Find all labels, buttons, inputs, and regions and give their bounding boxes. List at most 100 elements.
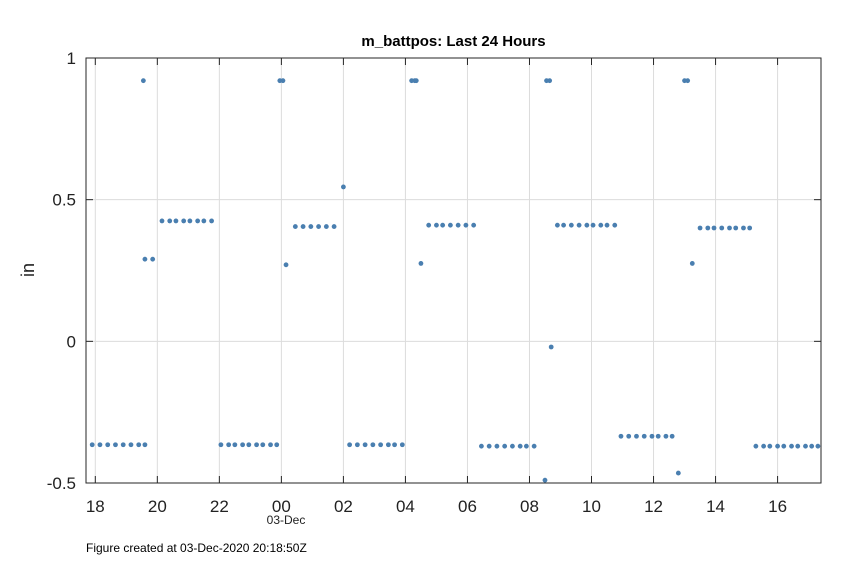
data-point xyxy=(733,225,739,231)
data-point xyxy=(598,222,604,228)
data-point xyxy=(150,256,156,262)
y-axis-label: in xyxy=(18,263,38,277)
data-point xyxy=(719,225,725,231)
data-point xyxy=(89,442,95,448)
x-tick-label: 06 xyxy=(458,497,477,516)
y-tick-label: 0.5 xyxy=(52,191,76,210)
data-point xyxy=(675,470,681,476)
data-point xyxy=(649,433,655,439)
data-point xyxy=(612,222,618,228)
grid xyxy=(86,57,821,484)
data-point xyxy=(292,224,298,229)
data-point xyxy=(341,184,346,190)
data-point xyxy=(362,442,368,448)
data-point xyxy=(655,433,661,439)
data-point xyxy=(815,443,821,449)
data-point xyxy=(705,225,711,231)
data-point xyxy=(378,442,384,448)
x-tick-label: 04 xyxy=(396,497,415,516)
data-point xyxy=(254,442,259,448)
data-point xyxy=(767,443,773,449)
data-point xyxy=(260,442,266,448)
data-point xyxy=(697,225,703,231)
data-point xyxy=(494,443,500,449)
data-point xyxy=(741,225,746,231)
data-point xyxy=(105,442,111,448)
data-point xyxy=(604,222,610,228)
data-point xyxy=(781,443,787,449)
data-point xyxy=(426,222,432,228)
data-point xyxy=(626,433,632,439)
data-point xyxy=(283,262,289,268)
data-point xyxy=(727,225,732,231)
data-point xyxy=(323,224,329,229)
data-point xyxy=(523,443,529,449)
figure-footer: Figure created at 03-Dec-2020 20:18:50Z xyxy=(86,541,307,555)
data-point xyxy=(128,442,134,448)
data-point xyxy=(502,443,508,449)
x-tick-label: 14 xyxy=(706,497,725,516)
data-point xyxy=(789,443,794,449)
data-point xyxy=(187,218,193,224)
data-point xyxy=(663,433,669,439)
data-point xyxy=(240,442,246,448)
data-point xyxy=(136,442,142,448)
data-point xyxy=(120,442,126,448)
data-point xyxy=(268,442,273,448)
data-point xyxy=(561,222,566,228)
data-point xyxy=(689,261,695,266)
data-point xyxy=(548,344,554,350)
data-point xyxy=(347,442,353,448)
data-point xyxy=(463,222,469,228)
data-point xyxy=(308,224,314,229)
data-point xyxy=(641,433,647,439)
plot-frame xyxy=(85,57,822,484)
data-point xyxy=(711,225,717,231)
data-point xyxy=(201,218,207,224)
data-point xyxy=(590,222,596,228)
x-tick-label: 08 xyxy=(520,497,539,516)
data-point xyxy=(246,442,252,448)
data-point xyxy=(542,477,548,483)
data-point xyxy=(775,443,780,449)
data-point xyxy=(471,222,477,228)
data-point xyxy=(634,433,639,439)
data-point xyxy=(795,443,801,449)
data-point xyxy=(354,442,360,448)
x-tick-label: 18 xyxy=(86,497,105,516)
y-axis: 1 0.5 0 -0.5 xyxy=(47,49,821,493)
data-point xyxy=(370,442,376,448)
x-axis: 18 20 22 00 02 04 06 08 10 12 14 16 xyxy=(86,58,787,516)
data-point xyxy=(803,443,808,449)
data-point xyxy=(181,218,187,224)
data-point xyxy=(618,433,624,439)
y-tick-label: 1 xyxy=(67,49,76,68)
data-point xyxy=(392,442,397,448)
data-point xyxy=(809,443,815,449)
data-point xyxy=(300,224,306,229)
data-point xyxy=(195,218,201,224)
y-tick-label: -0.5 xyxy=(47,474,76,493)
data-points xyxy=(89,78,821,483)
data-point xyxy=(209,218,215,224)
data-point xyxy=(455,222,461,228)
data-point xyxy=(753,443,759,449)
data-point xyxy=(218,442,224,448)
data-point xyxy=(331,224,337,229)
data-point xyxy=(554,222,560,228)
data-point xyxy=(531,443,537,449)
data-point xyxy=(517,443,523,449)
data-point xyxy=(385,442,391,448)
data-point xyxy=(167,218,173,224)
data-point xyxy=(418,261,424,266)
chart-title: m_battpos: Last 24 Hours xyxy=(361,33,545,50)
data-point xyxy=(510,443,515,449)
x-tick-label: 02 xyxy=(334,497,353,516)
data-point xyxy=(399,442,405,448)
data-point xyxy=(434,222,439,228)
data-point xyxy=(97,442,103,448)
data-point xyxy=(142,256,148,262)
data-point xyxy=(447,222,453,228)
data-point xyxy=(274,442,280,448)
